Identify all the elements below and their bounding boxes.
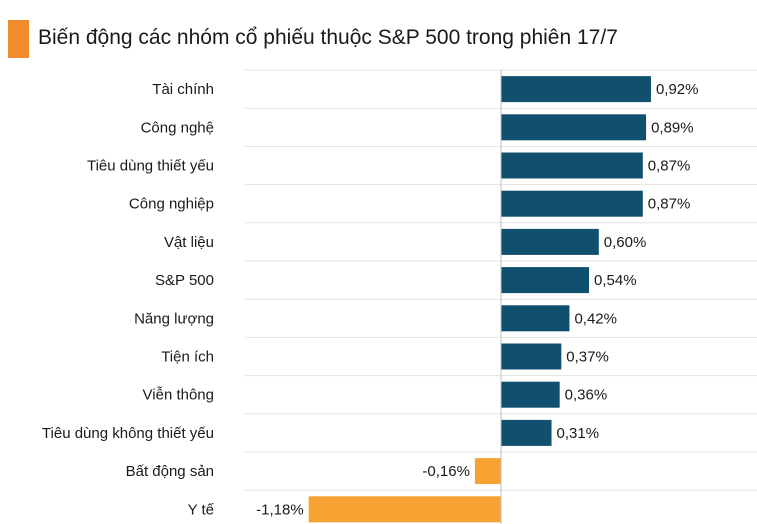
bar	[501, 76, 651, 103]
value-label: 0,37%	[566, 349, 609, 366]
bar	[501, 381, 560, 408]
value-label: -1,18%	[256, 501, 304, 518]
value-label: 0,42%	[574, 310, 617, 327]
bar	[501, 114, 647, 141]
category-label: Tiêu dùng không thiết yếu	[42, 425, 214, 442]
bar	[308, 496, 501, 523]
value-label: 0,31%	[557, 425, 600, 442]
value-label: 0,36%	[565, 387, 608, 404]
category-label: Vật liệu	[164, 234, 214, 251]
value-label: -0,16%	[422, 463, 470, 480]
value-label: 0,60%	[604, 234, 647, 251]
bar	[501, 343, 562, 370]
bar	[501, 267, 590, 294]
bar	[501, 152, 643, 179]
category-label: Bất động sản	[126, 463, 214, 480]
category-label: Năng lượng	[134, 310, 214, 327]
category-label: Tiêu dùng thiết yếu	[87, 158, 214, 175]
bar	[501, 305, 570, 332]
value-label: 0,92%	[656, 81, 699, 98]
value-label: 0,89%	[651, 119, 694, 136]
bar	[474, 458, 501, 485]
bar	[501, 419, 552, 446]
category-label: Viễn thông	[143, 387, 214, 404]
category-label: Y tế	[188, 501, 215, 518]
bar	[501, 190, 643, 217]
value-label: 0,54%	[594, 272, 637, 289]
category-label: Tiện ích	[161, 349, 214, 366]
category-label: Tài chính	[152, 81, 214, 98]
value-label: 0,87%	[648, 158, 691, 175]
value-label: 0,87%	[648, 196, 691, 213]
category-label: Công nghệ	[141, 119, 214, 136]
chart-title: Biến động các nhóm cổ phiếu thuộc S&P 50…	[38, 26, 618, 49]
category-label: S&P 500	[155, 272, 214, 289]
bar	[501, 228, 599, 255]
category-label: Công nghiệp	[129, 196, 214, 213]
title-accent-bar	[8, 20, 29, 58]
